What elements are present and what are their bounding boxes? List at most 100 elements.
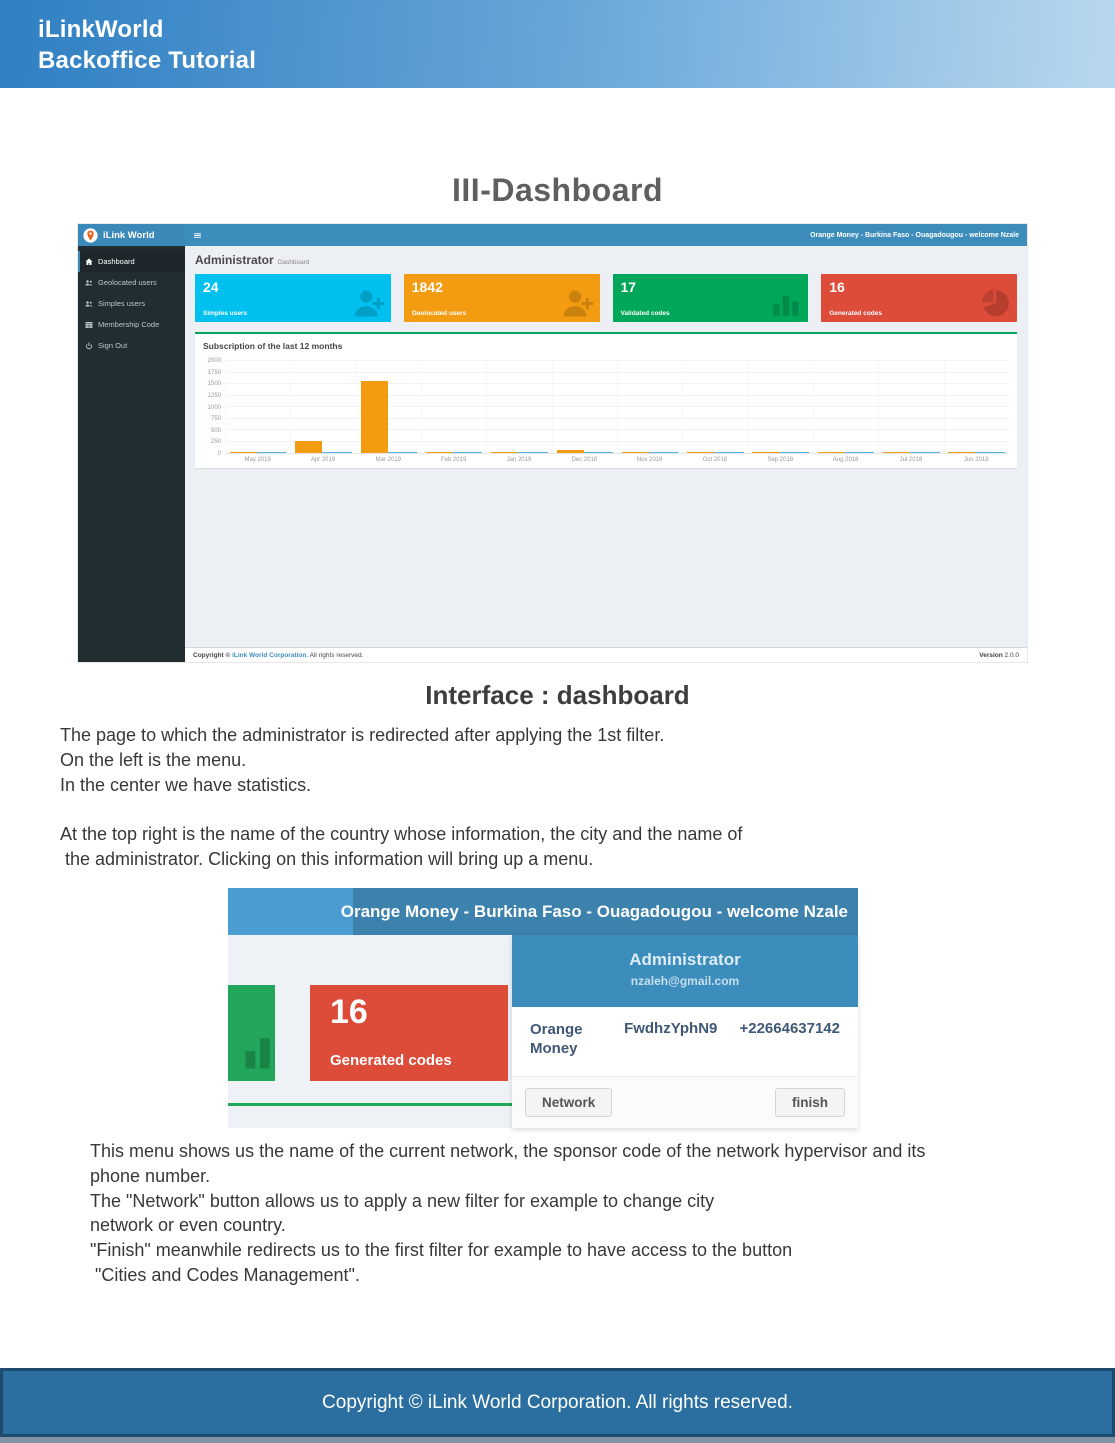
chart-bar-group [420, 361, 486, 453]
stat-label: Generated codes [330, 1052, 452, 1069]
dropdown-title: Administrator [629, 950, 741, 969]
sidebar-item-simples-users[interactable]: Simples users [78, 293, 185, 314]
hamburger-menu-icon[interactable] [193, 231, 202, 240]
chart-y-tick: 250 [210, 439, 221, 446]
chart-bar-group [616, 361, 682, 453]
dashboard-screenshot: iLink World Orange Money - Burkina Faso … [78, 224, 1027, 662]
bar-orange [817, 451, 845, 453]
stat-label: Simples users [203, 310, 248, 317]
bar-chart-icon [773, 295, 799, 316]
brand-logo-area[interactable]: iLink World [78, 224, 185, 246]
chart-y-tick: 2000 [207, 358, 221, 364]
bar-orange [948, 451, 976, 453]
stat-card-validated-codes: 17 Validated codes [612, 274, 809, 322]
screenshot-caption: Interface : dashboard [425, 680, 690, 710]
bar-blue [714, 451, 744, 453]
network-button[interactable]: Network [525, 1088, 613, 1117]
pie-chart-icon [982, 289, 1009, 317]
user-menu-topbar: Orange Money - Burkina Faso - Ouagadougo… [228, 888, 858, 935]
version-value: 2.0.0 [1002, 651, 1019, 659]
sidebar-item-membership-code[interactable]: Membership Code [78, 314, 185, 335]
sidebar-item-dashboard[interactable]: Dashboard [78, 251, 185, 272]
ilink-world-logo-icon [83, 227, 98, 243]
chart-x-tick: Jan 2019 [506, 457, 532, 463]
chart-bar-group [355, 361, 421, 453]
chart-x-tick: Dec 2018 [571, 457, 598, 463]
network-name: Orange Money [530, 1021, 583, 1057]
sidebar-item-label: Simples users [98, 299, 146, 308]
bar-orange [425, 451, 453, 453]
chart-x-tick: Jun 2018 [963, 457, 989, 463]
dashboard-topbar: iLink World Orange Money - Burkina Faso … [78, 224, 1027, 246]
page-title: III-Dashboard [452, 172, 663, 208]
dropdown-body: Orange Money FwdhzYphN9 +22664637142 [512, 1007, 858, 1076]
chart-bar-group [943, 361, 1009, 453]
sidebar-item-label: Membership Code [98, 320, 160, 329]
dashboard-page-heading: Administrator Dashboard [195, 253, 1017, 267]
bar-blue [583, 451, 614, 453]
home-icon [85, 258, 93, 265]
dashboard-main: Administrator Dashboard 24 Simples users … [185, 246, 1027, 662]
dropdown-header: Administrator nzaleh@gmail.com [512, 935, 858, 1007]
bar-orange [621, 451, 649, 453]
sidebar-item-sign-out[interactable]: Sign Out [78, 335, 185, 356]
stat-value: 16 [330, 993, 368, 1031]
chart-x-tick: Feb 2019 [440, 457, 467, 463]
stat-card-simples-users: 24 Simples users [195, 274, 391, 322]
bar-blue [518, 451, 548, 453]
bar-orange [752, 451, 780, 453]
dashboard-version: Version 2.0.0 [979, 652, 1019, 659]
power-icon [86, 342, 92, 349]
topbar-user-menu[interactable]: Orange Money - Burkina Faso - Ouagadougo… [810, 231, 1019, 239]
chart-title: Subscription of the last 12 months [203, 341, 343, 351]
chart-bar-group [747, 361, 813, 453]
doc-footer-text: Copyright © iLink World Corporation. All… [322, 1391, 793, 1413]
bar-chart-icon [245, 1038, 275, 1069]
chart-x-tick: Apr 2019 [310, 457, 336, 463]
doc-header: iLinkWorld Backoffice Tutorial [0, 0, 1115, 88]
user-plus-icon [354, 290, 384, 317]
user-menu-topbar-hover [353, 888, 858, 935]
brand-text: iLink World [103, 229, 155, 241]
bar-blue [975, 451, 1006, 453]
chart-y-tick: 500 [210, 427, 221, 434]
copyright-suffix: All rights reserved. [308, 651, 364, 659]
chart-gridline [225, 360, 1009, 361]
dashboard-sidebar: Dashboard Geolocated users Simples users… [78, 246, 185, 662]
stat-value: 1842 [411, 279, 443, 295]
user-plus-icon [563, 290, 593, 317]
copyright-link[interactable]: iLink World Corporation. [232, 651, 309, 659]
stat-label: Validated codes [620, 310, 670, 317]
bar-orange [295, 440, 323, 453]
dashboard-footer: Copyright © iLink World Corporation. All… [185, 647, 1027, 662]
chart-x-tick: Sep 2018 [767, 457, 794, 463]
bar-orange [687, 451, 715, 453]
bar-orange [491, 451, 519, 453]
chart-plot [225, 360, 1009, 454]
finish-button[interactable]: finish [775, 1088, 845, 1117]
paragraph-1: The page to which the administrator is r… [60, 725, 743, 869]
topbar-user-menu[interactable]: Orange Money - Burkina Faso - Ouagadougo… [340, 901, 848, 921]
dropdown-footer: Network finish [512, 1076, 858, 1128]
chart-bar-group [486, 361, 551, 453]
bar-blue [648, 451, 679, 453]
chart-x-labels: May 2019 Apr 2019 Mar 2019 Feb 2019 Jan 2019… [225, 457, 1009, 463]
breadcrumb: Dashboard [277, 259, 310, 266]
sidebar-item-label: Geolocated users [98, 278, 157, 287]
sidebar-item-geolocated-users[interactable]: Geolocated users [78, 272, 185, 293]
chart-x-tick: Mar 2019 [375, 457, 401, 463]
version-label: Version [979, 651, 1003, 659]
chart-x-tick: May 2019 [244, 457, 271, 463]
table-icon [85, 321, 93, 328]
chart-y-tick: 0 [217, 451, 221, 457]
bar-blue [387, 451, 418, 453]
generated-codes-card: 16 Generated codes [310, 985, 508, 1081]
bar-blue [452, 451, 483, 453]
users-icon [85, 279, 93, 285]
chart-x-tick: Aug 2018 [832, 457, 859, 463]
copyright-prefix: Copyright © [193, 651, 233, 659]
chart-bar-group [878, 361, 943, 453]
bar-blue [779, 451, 810, 453]
dashboard-navbar: Orange Money - Burkina Faso - Ouagadougo… [185, 224, 1027, 246]
chart-y-tick: 750 [210, 416, 221, 423]
